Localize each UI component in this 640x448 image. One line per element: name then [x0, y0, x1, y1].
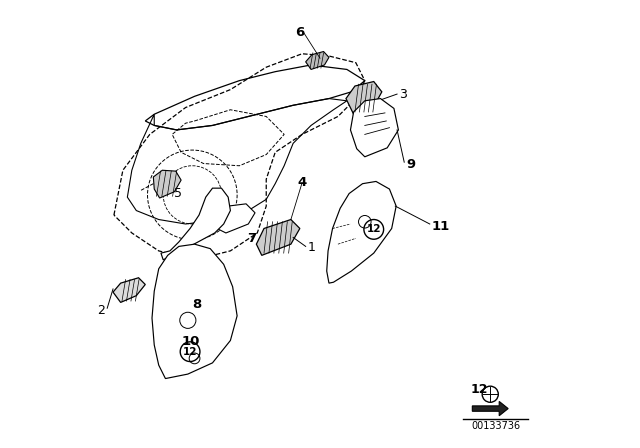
Text: 5: 5 [174, 187, 182, 200]
Polygon shape [215, 204, 255, 233]
Text: 7: 7 [247, 232, 256, 246]
Text: 12: 12 [367, 224, 381, 234]
Polygon shape [327, 181, 396, 283]
Polygon shape [346, 82, 382, 114]
Text: 4: 4 [298, 176, 307, 190]
Polygon shape [257, 220, 300, 255]
Text: 00133736: 00133736 [471, 422, 520, 431]
Polygon shape [306, 52, 329, 69]
Polygon shape [161, 188, 230, 260]
Text: 2: 2 [97, 303, 105, 317]
Polygon shape [351, 99, 398, 157]
Text: 9: 9 [406, 158, 415, 172]
Text: 12: 12 [183, 347, 197, 357]
Text: 8: 8 [192, 298, 202, 311]
Text: 6: 6 [295, 26, 305, 39]
Text: 1: 1 [307, 241, 316, 254]
Text: 10: 10 [182, 335, 200, 348]
Text: 3: 3 [399, 87, 407, 101]
Text: 12: 12 [470, 383, 488, 396]
Polygon shape [113, 278, 145, 302]
Polygon shape [152, 244, 237, 379]
Text: 11: 11 [432, 220, 451, 233]
Polygon shape [472, 401, 508, 416]
Polygon shape [154, 170, 181, 198]
